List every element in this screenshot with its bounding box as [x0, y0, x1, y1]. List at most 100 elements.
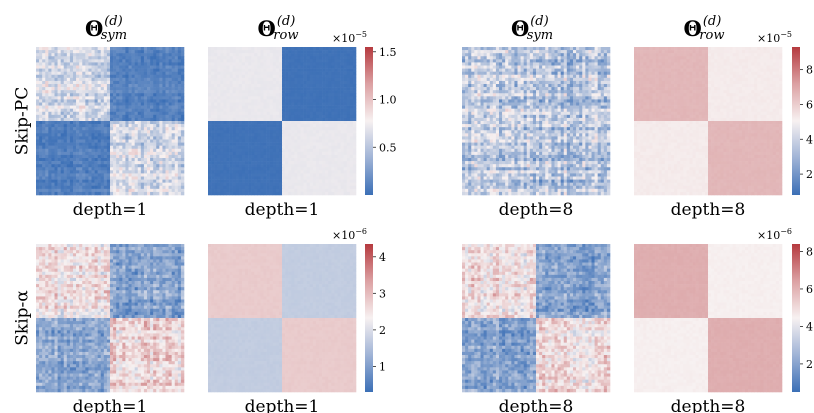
heatmap-cell: [483, 56, 487, 60]
heatmap-cell: [174, 176, 179, 180]
heatmap-cell: [110, 93, 114, 97]
heatmap-cell: [275, 151, 280, 156]
heatmap-cell: [159, 105, 163, 109]
heatmap-cell: [168, 167, 172, 171]
heatmap-cell: [88, 117, 92, 122]
heatmap-cell: [523, 59, 528, 63]
heatmap-cell: [66, 50, 71, 54]
heatmap-cell: [349, 148, 354, 153]
heatmap-cell: [88, 111, 92, 116]
heatmap-cell: [36, 68, 40, 72]
heatmap-cell: [238, 164, 243, 168]
heatmap-cell: [257, 164, 261, 168]
heatmap-cell: [349, 47, 354, 51]
heatmap-cell: [508, 56, 512, 60]
heatmap-cell: [57, 62, 61, 66]
heatmap-cell: [508, 59, 512, 63]
heatmap-cell: [331, 68, 335, 72]
heatmap-cell: [91, 188, 95, 193]
heatmap-cell: [603, 59, 608, 63]
heatmap-cell: [220, 111, 224, 116]
heatmap-cell: [147, 47, 151, 51]
heatmap-cell: [477, 65, 481, 69]
heatmap-cell: [54, 176, 58, 180]
heatmap-cell: [171, 121, 176, 125]
heatmap-cell: [113, 133, 117, 137]
heatmap-cell: [288, 133, 292, 137]
heatmap-cell: [63, 158, 68, 162]
heatmap-cell: [251, 133, 255, 137]
heatmap-cell: [159, 142, 163, 146]
heatmap-cell: [82, 53, 86, 57]
heatmap-cell: [137, 68, 142, 72]
heatmap-cell: [248, 65, 252, 69]
heatmap-cell: [106, 139, 111, 143]
heatmap-cell: [349, 185, 354, 190]
heatmap-cell: [319, 71, 323, 76]
heatmap-cell: [266, 130, 270, 134]
heatmap-cell: [36, 191, 40, 196]
heatmap-cell: [97, 148, 102, 153]
heatmap-cell: [282, 142, 286, 146]
heatmap-cell: [322, 50, 326, 54]
heatmap-cell: [340, 47, 344, 51]
heatmap-cell: [180, 114, 185, 119]
heatmap-cell: [245, 53, 249, 57]
heatmap-cell: [346, 84, 351, 88]
heatmap-cell: [39, 117, 43, 122]
heatmap-cell: [325, 185, 329, 190]
heatmap-cell: [315, 47, 320, 51]
heatmap-cell: [134, 74, 139, 79]
heatmap-cell: [45, 114, 49, 119]
heatmap-cell: [303, 65, 307, 69]
heatmap-cell: [131, 114, 135, 119]
heatmap-cell: [137, 80, 142, 85]
heatmap-cell: [331, 185, 335, 190]
heatmap-cell: [229, 136, 233, 140]
heatmap-cell: [174, 111, 179, 116]
heatmap-cell: [214, 188, 218, 193]
heatmap-cell: [266, 124, 270, 128]
heatmap-cell: [143, 80, 148, 85]
heatmap-cell: [269, 84, 274, 88]
heatmap-cell: [254, 93, 258, 97]
heatmap-cell: [125, 71, 129, 76]
heatmap-cell: [150, 133, 154, 137]
heatmap-cell: [322, 93, 326, 97]
heatmap-cell: [343, 142, 348, 146]
heatmap-cell: [315, 80, 320, 85]
heatmap-cell: [100, 47, 105, 51]
heatmap-cell: [294, 74, 298, 79]
heatmap-cell: [495, 59, 500, 63]
heatmap-cell: [594, 65, 598, 69]
heatmap-cell: [79, 145, 83, 150]
heatmap-cell: [91, 105, 95, 109]
heatmap-cell: [97, 99, 102, 103]
heatmap-cell: [156, 71, 160, 76]
heatmap-cell: [100, 133, 105, 137]
heatmap-cell: [180, 154, 185, 159]
heatmap-cell: [352, 99, 357, 103]
heatmap-cell: [88, 68, 92, 72]
heatmap-cell: [245, 62, 249, 66]
heatmap-cell: [131, 68, 135, 72]
heatmap-cell: [226, 130, 230, 134]
heatmap-cell: [42, 71, 46, 76]
heatmap-cell: [134, 139, 139, 143]
heatmap-cell: [42, 191, 46, 196]
heatmap-cell: [113, 158, 117, 162]
heatmap-cell: [76, 133, 80, 137]
heatmap-cell: [162, 164, 166, 168]
heatmap-cell: [119, 68, 123, 72]
heatmap-cell: [551, 62, 555, 66]
heatmap-cell: [260, 84, 264, 88]
heatmap-cell: [331, 105, 335, 109]
heatmap-cell: [526, 50, 531, 54]
heatmap-cell: [159, 173, 163, 177]
colorbar-tick-label: 1.5: [379, 46, 397, 59]
heatmap-cell: [278, 121, 283, 125]
heatmap-cell: [122, 80, 126, 85]
heatmap-cell: [168, 176, 172, 180]
heatmap-cell: [251, 50, 255, 54]
heatmap-cell: [36, 84, 40, 88]
